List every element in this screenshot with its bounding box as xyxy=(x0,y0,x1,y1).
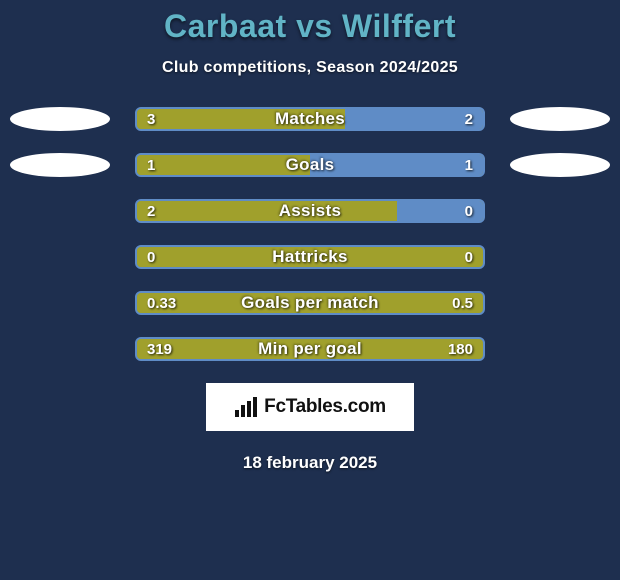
outer-frame: Carbaat vs Wilffert Club competitions, S… xyxy=(0,0,620,580)
value-left: 2 xyxy=(137,201,165,221)
team-badge-left xyxy=(10,107,110,131)
stat-bar: 20Assists xyxy=(135,199,485,223)
stat-bar: 0.33 0.5Goals per match xyxy=(135,291,485,315)
value-right: 180 xyxy=(438,339,483,359)
subtitle: Club competitions, Season 2024/2025 xyxy=(0,59,620,77)
fill-left xyxy=(137,201,397,221)
value-right: 0 xyxy=(455,247,483,267)
stat-label: Hattricks xyxy=(137,247,483,267)
team-badge-right xyxy=(510,153,610,177)
stat-row: 0.33 0.5Goals per match xyxy=(10,291,610,315)
stat-label: Min per goal xyxy=(137,339,483,359)
stat-row: 0 0Hattricks xyxy=(10,245,610,269)
value-left: 1 xyxy=(137,155,165,175)
title: Carbaat vs Wilffert xyxy=(0,8,620,45)
stat-row: 20Assists xyxy=(10,199,610,223)
value-right: 0 xyxy=(455,201,483,221)
team-badge-left xyxy=(10,153,110,177)
stat-label: Goals per match xyxy=(137,293,483,313)
logo-text: FcTables.com xyxy=(264,396,386,418)
value-right: 0.5 xyxy=(442,293,483,313)
value-left: 0.33 xyxy=(137,293,186,313)
stat-row: 11Goals xyxy=(10,153,610,177)
comparison-card: Carbaat vs Wilffert Club competitions, S… xyxy=(0,0,620,580)
value-left: 319 xyxy=(137,339,182,359)
fill-left xyxy=(137,109,345,129)
logo-badge: FcTables.com xyxy=(206,383,414,431)
value-left: 3 xyxy=(137,109,165,129)
stat-bar: 319 180Min per goal xyxy=(135,337,485,361)
bars-icon xyxy=(234,396,258,418)
stat-row: 32Matches xyxy=(10,107,610,131)
date-text: 18 february 2025 xyxy=(0,453,620,473)
stat-rows: 32Matches11Goals20Assists00Hattricks0.33… xyxy=(0,107,620,361)
stat-bar: 32Matches xyxy=(135,107,485,131)
value-right: 1 xyxy=(455,155,483,175)
value-left: 0 xyxy=(137,247,165,267)
value-right: 2 xyxy=(455,109,483,129)
stat-bar: 0 0Hattricks xyxy=(135,245,485,269)
team-badge-right xyxy=(510,107,610,131)
stat-row: 319 180Min per goal xyxy=(10,337,610,361)
stat-bar: 11Goals xyxy=(135,153,485,177)
